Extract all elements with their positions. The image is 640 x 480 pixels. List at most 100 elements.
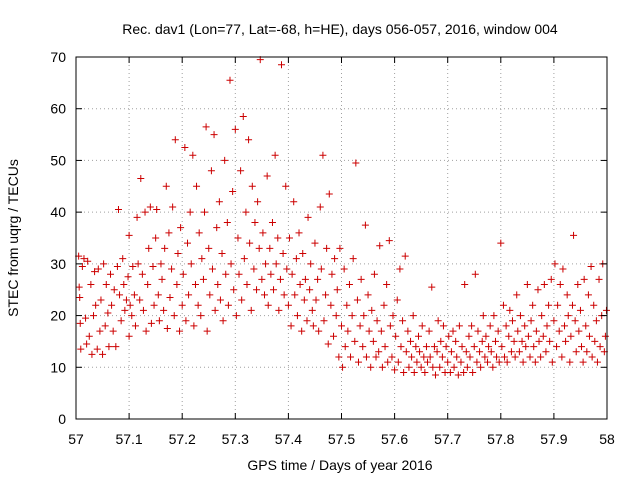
data-point [585,332,593,340]
data-point [563,291,571,299]
data-point [319,151,327,159]
data-point [331,255,339,263]
data-point [454,371,462,379]
data-point [359,343,367,351]
data-point [338,322,345,330]
data-point [94,265,102,273]
data-point [129,262,137,270]
data-point [174,250,182,258]
data-point [80,255,88,263]
data-point [299,250,307,258]
data-point [474,327,482,335]
data-point [235,270,243,278]
data-point [267,270,275,278]
data-point [298,327,306,335]
data-point [205,244,213,252]
data-point [308,306,316,314]
data-point [570,231,578,239]
data-point [263,172,271,180]
data-point [219,317,227,325]
data-point [277,61,285,69]
data-point [126,301,134,309]
data-point [487,348,495,356]
data-point [240,255,248,263]
data-point [75,283,83,291]
data-point [580,275,588,283]
data-point [420,353,428,361]
data-point [511,353,519,361]
data-point [396,265,404,273]
data-point [333,286,341,294]
data-point [372,353,380,361]
data-point [368,306,376,314]
data-point [360,312,368,320]
data-point [470,343,478,351]
data-point [588,353,596,361]
data-point [99,350,107,358]
data-point [77,345,85,353]
data-point [330,332,338,340]
data-point [255,244,263,252]
data-point [195,229,203,237]
data-point [303,317,311,325]
data-point [237,167,245,175]
data-point [553,343,561,351]
data-point [280,291,288,299]
data-point [516,312,524,320]
data-point [579,358,587,366]
data-point [587,262,595,270]
x-axis-label: GPS time / Days of year 2016 [247,457,432,473]
data-point [571,317,579,325]
data-point [574,281,582,289]
data-point [466,353,474,361]
data-point [113,262,121,270]
data-point [489,363,497,371]
y-tick-label: 60 [50,101,66,117]
data-point [425,327,433,335]
data-point [206,291,214,299]
data-point [444,358,452,366]
data-point [353,296,361,304]
data-point [362,353,370,361]
data-point [218,250,226,258]
y-tick-labels: 0 10 20 30 40 50 60 70 [50,49,66,427]
data-point [593,358,601,366]
data-point [380,301,388,309]
data-point [498,343,506,351]
data-point [169,203,177,211]
data-point [259,229,267,237]
data-point [495,358,503,366]
data-point [327,301,335,309]
chart-title: Rec. dav1 (Lon=77, Lat=-68, h=HE), days … [122,21,558,37]
data-point [162,182,170,190]
data-point [138,270,146,278]
data-point [185,291,193,299]
data-point [388,353,396,361]
data-point [568,301,576,309]
data-point [311,239,319,247]
data-point [412,343,420,351]
data-point [270,286,278,294]
data-point [160,306,168,314]
data-point [478,337,486,345]
x-tick-label: 57.8 [487,431,514,447]
data-point [468,322,476,330]
data-point [428,283,436,291]
data-point [199,275,207,283]
data-point [119,255,127,263]
data-point [531,358,539,366]
data-point [193,182,201,190]
data-point [567,332,575,340]
data-point [173,281,181,289]
data-point [285,234,293,242]
data-point [389,312,397,320]
data-point [367,363,375,371]
data-point [287,322,295,330]
data-point [519,358,527,366]
grid-lines [76,57,607,419]
data-point [198,255,206,263]
data-point [397,343,405,351]
data-point [356,322,364,330]
data-point [211,306,219,314]
